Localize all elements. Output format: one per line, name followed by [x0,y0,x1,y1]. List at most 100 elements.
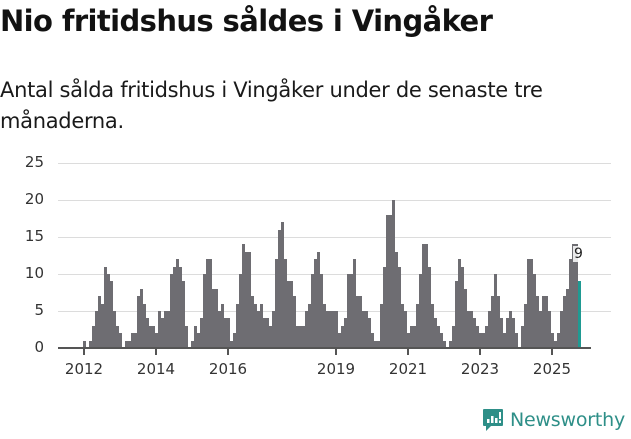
bar [257,311,260,348]
bar [89,340,92,348]
brand-name: Newsworthy [509,409,625,431]
bar [176,259,179,348]
bar [413,325,416,348]
x-axis-line [58,347,591,349]
newsworthy-logo: Newsworthy [482,408,625,432]
bar [209,259,212,348]
bar [116,325,119,348]
bar [389,214,392,348]
bar [425,244,428,348]
bar [245,251,248,348]
x-tick-label: 2023 [460,360,500,378]
bar [323,303,326,348]
bar [434,318,437,348]
gridline [58,237,611,238]
bar [308,303,311,348]
bar [113,311,116,348]
x-tick-label: 2021 [388,360,428,378]
bar [566,288,569,348]
bar [536,296,539,348]
bar [347,274,350,348]
bar [497,296,500,348]
bar [557,333,560,348]
bar [380,303,383,348]
bar [365,311,368,348]
bar [509,311,512,348]
bar [305,311,308,348]
bar [533,274,536,348]
bar [95,311,98,348]
bar [125,340,128,348]
bar [170,274,173,348]
bar [143,303,146,348]
bar [320,274,323,348]
bar [521,325,524,348]
bar [422,244,425,348]
bar [356,296,359,348]
x-tick [335,349,337,355]
bar [284,259,287,348]
y-tick-label: 15 [24,227,44,245]
bar [152,325,155,348]
bar [338,333,341,348]
bar [140,288,143,348]
y-tick-label: 10 [24,264,44,282]
bar [500,318,503,348]
x-tick-label: 2012 [64,360,104,378]
bar [539,311,542,348]
bar [449,340,452,348]
chart-title: Nio fritidshus såldes i Vingåker [0,4,493,38]
bar [158,311,161,348]
bar [443,340,446,348]
y-tick-label: 5 [34,301,44,319]
y-tick-label: 20 [24,190,44,208]
bar-chart-speech-bubble-icon [482,409,503,431]
bar [332,311,335,348]
bar [293,296,296,348]
bar [134,333,137,348]
bar [233,333,236,348]
bar [215,288,218,348]
bar [302,325,305,348]
bar [461,266,464,348]
bar-chart: 0 5 10 15 20 25 9 2012 2014 2016 2019 2021 2023 202… [0,150,631,390]
value-label: 9 [573,246,584,263]
bar [344,318,347,348]
bar [263,318,266,348]
bar [506,318,509,348]
bar [104,266,107,348]
bar [374,340,377,348]
bar [110,281,113,348]
bar [350,274,353,348]
bar [563,296,566,348]
bar [311,274,314,348]
bar [359,296,362,348]
bar [164,311,167,348]
bar [377,340,380,348]
bar [395,251,398,348]
x-tick [407,349,409,355]
bar [248,251,251,348]
bar [431,303,434,348]
bar [569,259,572,348]
bar [278,229,281,348]
bar [527,259,530,348]
bar [179,266,182,348]
bar [545,296,548,348]
y-tick-label: 0 [34,338,44,356]
bar [371,333,374,348]
bar [146,318,149,348]
bar-series: 9 [0,150,631,348]
bar [491,296,494,348]
bar [206,259,209,348]
bar [167,311,170,348]
bar [485,325,488,348]
bar [269,325,272,348]
bar [542,296,545,348]
bar [275,259,278,348]
bar [560,311,563,348]
bar [437,325,440,348]
bar [353,259,356,348]
bar [515,333,518,348]
x-tick [83,349,85,355]
